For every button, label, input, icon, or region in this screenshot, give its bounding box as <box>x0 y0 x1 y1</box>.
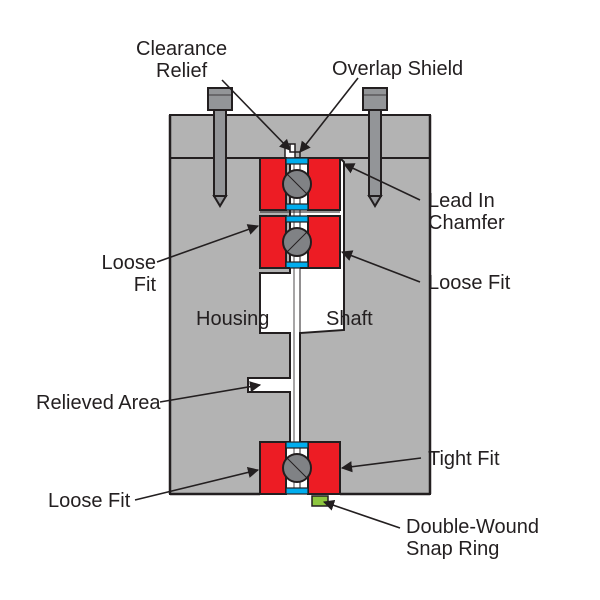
label-shaft: Shaft <box>326 308 373 331</box>
label-loose-fit-upper-right: Loose Fit <box>428 272 510 294</box>
label-double-wound-snap-ring: Double-Wound Snap Ring <box>406 516 539 560</box>
label-tight-fit: Tight Fit <box>428 448 500 470</box>
label-loose-fit-lower-left: Loose Fit <box>48 490 130 512</box>
label-loose-fit-upper-left: Loose Fit <box>74 252 156 296</box>
label-lead-in-chamfer: Lead In Chamfer <box>428 190 505 234</box>
label-overlap-shield: Overlap Shield <box>332 58 463 80</box>
label-clearance-relief: Clearance Relief <box>136 38 227 82</box>
snap-ring <box>312 496 328 506</box>
label-housing: Housing <box>196 308 269 331</box>
label-relieved-area: Relieved Area <box>36 392 161 414</box>
